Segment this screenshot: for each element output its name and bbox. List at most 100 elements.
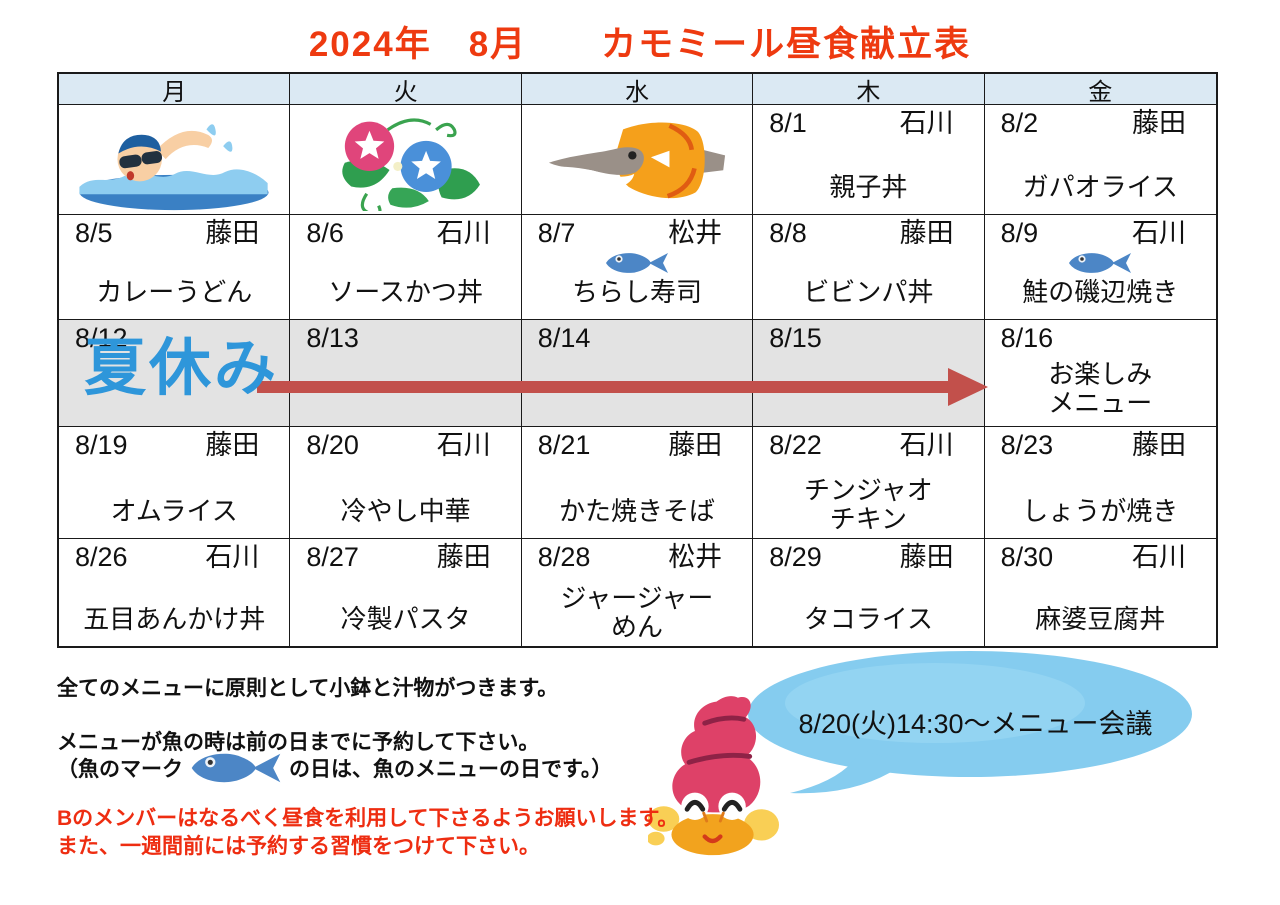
cell-menu: 冷製パスタ [340, 603, 471, 634]
hermit-crab-illustration [648, 696, 780, 856]
cell-date: 8/28 [537, 542, 591, 572]
fish-icon [191, 753, 281, 783]
fish-icon [605, 253, 668, 274]
calendar-cell [290, 105, 522, 215]
summer-break-arrow-head [948, 368, 988, 406]
cell-menu: 麻婆豆腐丼 [1035, 603, 1166, 634]
calendar-cell: 8/28 松井 ジャージャー めん [521, 539, 754, 646]
cell-staff: 藤田 [899, 542, 954, 572]
cell-staff: 石川 [205, 542, 260, 572]
cell-menu: オムライス [110, 495, 238, 526]
day-header-thu: 木 [753, 74, 985, 106]
cell-menu: カレーうどん [96, 276, 253, 307]
calendar-cell: 8/1 石川 親子丼 [753, 105, 985, 215]
note-fish-mark: （魚のマーク の日は、魚のメニューの日です。） [57, 748, 612, 788]
cell-menu: お楽しみ メニュー [1048, 358, 1153, 418]
cell-date: 8/23 [1000, 430, 1054, 460]
day-header-fri: 金 [984, 74, 1216, 106]
cell-date: 8/20 [306, 430, 359, 460]
cell-date: 8/19 [75, 430, 128, 460]
calendar-cell: 8/21 藤田 かた焼きそば [521, 427, 754, 539]
day-header-mon: 月 [59, 74, 291, 106]
cell-date: 8/29 [769, 542, 822, 572]
calendar-cell [521, 105, 754, 215]
cell-menu: 鮭の磯辺焼き [1022, 276, 1179, 307]
calendar-cell: 8/8 藤田 ビビンパ丼 [753, 215, 985, 320]
cell-menu: 冷やし中華 [340, 495, 471, 526]
cell-date: 8/21 [537, 430, 591, 460]
cell-date: 8/5 [75, 218, 113, 248]
calendar-cell: 8/29 藤田 タコライス [753, 539, 985, 646]
cell-date: 8/22 [769, 430, 822, 460]
cell-menu: タコライス [803, 603, 933, 634]
calendar-cell: 8/26 石川 五目あんかけ丼 [59, 539, 291, 646]
calendar-cell: 8/19 藤田 オムライス [59, 427, 291, 539]
cell-date: 8/14 [537, 323, 591, 353]
summer-break-arrow [257, 381, 949, 393]
fish-icon [1069, 253, 1132, 274]
calendar-cell: 8/20 石川 冷やし中華 [290, 427, 522, 539]
cell-date: 8/12 [75, 323, 128, 353]
calendar-cell: 8/7 松井 ちらし寿司 [521, 215, 754, 320]
cell-date: 8/2 [1000, 108, 1039, 138]
calendar-cell: 8/9 石川 鮭の磯辺焼き [984, 215, 1216, 320]
cell-staff: 藤田 [205, 218, 260, 248]
day-header-wed: 水 [521, 74, 754, 106]
cell-menu: ソースかつ丼 [328, 276, 483, 307]
swimmer-illustration [79, 123, 269, 210]
cell-date: 8/8 [769, 218, 807, 248]
cell-menu: ビビンパ丼 [803, 276, 934, 307]
cell-staff: 藤田 [205, 430, 260, 460]
note-reserve-habit: また、一週間前には予約する習慣をつけて下さい。 [57, 835, 540, 858]
cell-date: 8/7 [537, 218, 576, 248]
cell-menu: ガパオライス [1022, 171, 1178, 202]
meeting-note: 8/20(火)14:30～メニュー会議 [798, 709, 1153, 739]
cell-date: 8/6 [306, 218, 344, 248]
cell-menu: しょうが焼き [1022, 495, 1179, 526]
calendar-cell: 8/30 石川 麻婆豆腐丼 [984, 539, 1216, 646]
note-fish-mark-after: の日は、魚のメニューの日です。） [289, 758, 613, 781]
cell-staff: 松井 [668, 542, 723, 572]
cell-date: 8/15 [769, 323, 822, 353]
cell-menu: チンジャオ チキン [804, 474, 933, 534]
summer-break-label: 夏休み [84, 334, 280, 403]
day-header-tue: 火 [290, 74, 522, 106]
calendar-cell: 8/22 石川 チンジャオ チキン [753, 427, 985, 539]
calendar-cell: 8/2 藤田 ガパオライス [984, 105, 1216, 215]
calendar-cell: 8/23 藤田 しょうが焼き [984, 427, 1216, 539]
cell-menu: かた焼きそば [558, 495, 715, 526]
tropical-fish-illustration [548, 122, 726, 198]
calendar-cell: 8/6 石川 ソースかつ丼 [290, 215, 522, 320]
note-fish-reservation: メニューが魚の時は前の日までに予約して下さい。 [57, 731, 540, 754]
cell-date: 8/30 [1000, 542, 1054, 572]
cell-staff: 松井 [668, 218, 723, 248]
cell-staff: 藤田 [1131, 430, 1186, 460]
cell-date: 8/16 [1000, 323, 1054, 353]
cell-menu: 親子丼 [829, 171, 908, 202]
calendar-cell: 8/27 藤田 冷製パスタ [290, 539, 522, 646]
cell-staff: 石川 [899, 108, 954, 138]
cell-date: 8/27 [306, 542, 359, 572]
cell-staff: 石川 [436, 430, 491, 460]
calendar-cell: 8/13 [290, 320, 522, 427]
cell-menu: 五目あんかけ丼 [83, 603, 266, 634]
calendar-table: 月 火 水 木 金 [57, 72, 1218, 648]
cell-staff: 石川 [1131, 218, 1186, 248]
calendar-cell: 8/15 [753, 320, 985, 427]
cell-staff: 藤田 [1131, 108, 1186, 138]
calendar-cell: 8/16 お楽しみ メニュー [984, 320, 1216, 427]
cell-staff: 石川 [1131, 542, 1186, 572]
calendar-cell [59, 105, 291, 215]
calendar-cell: 8/5 藤田 カレーうどん [59, 215, 291, 320]
speech-bubble [748, 651, 1192, 794]
cell-date: 8/1 [769, 108, 807, 138]
cell-date: 8/26 [75, 542, 128, 572]
calendar-cell: 8/14 [521, 320, 754, 427]
cell-date: 8/9 [1000, 218, 1039, 248]
cell-staff: 藤田 [899, 218, 954, 248]
calendar-cell: 8/12 [59, 320, 291, 427]
cell-staff: 藤田 [668, 430, 723, 460]
note-fish-mark-before: （魚のマーク [57, 758, 183, 781]
cell-menu: ちらし寿司 [571, 276, 702, 307]
